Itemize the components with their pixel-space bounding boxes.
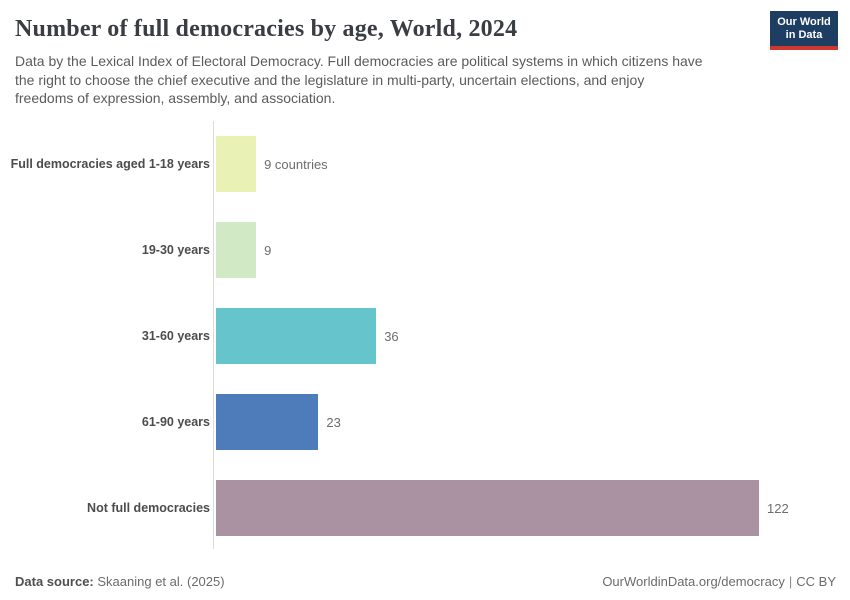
bar-row: 61-90 years 23 xyxy=(0,379,850,465)
license-label: CC BY xyxy=(796,574,836,589)
category-label: 31-60 years xyxy=(141,329,210,343)
bar[interactable] xyxy=(216,136,257,192)
bar[interactable] xyxy=(216,480,759,536)
value-label: 23 xyxy=(326,414,341,430)
bar[interactable] xyxy=(216,308,377,364)
category-label: Not full democracies xyxy=(87,501,210,515)
bar[interactable] xyxy=(216,394,319,450)
value-label: 36 xyxy=(384,328,399,344)
chart-subtitle: Data by the Lexical Index of Electoral D… xyxy=(15,52,775,108)
owid-logo-text: in Data xyxy=(785,29,823,41)
bar-row: Not full democracies 122 xyxy=(0,465,850,551)
y-axis-line xyxy=(213,121,214,549)
footer-separator: | xyxy=(788,574,793,589)
footer-links: OurWorldinData.org/democracy | CC BY xyxy=(602,574,836,589)
data-source-value: Skaaning et al. (2025) xyxy=(97,574,225,589)
value-label: 9 countries xyxy=(264,156,328,172)
chart-footer: Data source: Skaaning et al. (2025) OurW… xyxy=(15,574,836,589)
subtitle-line: the right to choose the chief executive … xyxy=(15,71,645,88)
subtitle-line: Data by the Lexical Index of Electoral D… xyxy=(15,53,703,69)
category-label: 19-30 years xyxy=(141,243,210,257)
bar-row: 19-30 years 9 xyxy=(0,207,850,293)
bar-chart: Full democracies aged 1-18 years 9 count… xyxy=(0,121,850,551)
owid-logo[interactable]: Our World in Data xyxy=(770,11,838,50)
data-source: Data source: Skaaning et al. (2025) xyxy=(15,574,225,589)
bar[interactable] xyxy=(216,222,257,278)
owid-logo-text: Our World xyxy=(777,16,831,28)
bar-row: 31-60 years 36 xyxy=(0,293,850,379)
value-label: 9 xyxy=(264,242,272,258)
value-label: 122 xyxy=(767,500,789,516)
category-label: 61-90 years xyxy=(141,415,210,429)
owid-url-link[interactable]: OurWorldinData.org/democracy xyxy=(602,574,785,589)
page-title: Number of full democracies by age, World… xyxy=(15,16,518,42)
subtitle-line: freedoms of expression, assembly, and as… xyxy=(15,90,336,106)
bar-row: Full democracies aged 1-18 years 9 count… xyxy=(0,121,850,207)
category-label: Full democracies aged 1-18 years xyxy=(10,157,210,171)
data-source-label: Data source: xyxy=(15,574,94,589)
